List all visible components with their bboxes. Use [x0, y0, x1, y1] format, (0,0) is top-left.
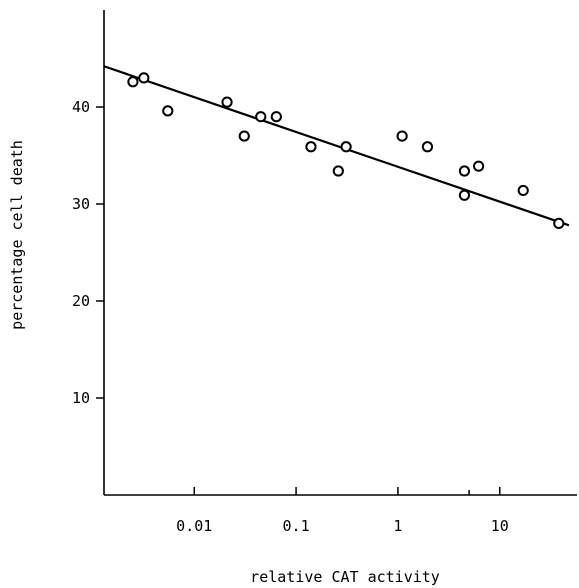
x-tick-label: 0.1: [283, 517, 310, 535]
data-point: [221, 96, 233, 108]
regression-line: [103, 65, 570, 227]
data-point: [340, 141, 352, 153]
data-point: [127, 76, 139, 88]
x-tick-label: 10: [491, 517, 509, 535]
data-point: [473, 160, 485, 172]
data-point: [138, 72, 150, 84]
data-point: [396, 130, 408, 142]
x-axis-label: relative CAT activity: [250, 568, 440, 586]
data-point: [553, 217, 565, 229]
y-tick-label: 30: [72, 195, 90, 213]
data-point: [517, 184, 529, 197]
data-point: [162, 105, 174, 117]
data-points: [127, 72, 565, 229]
axis-ticks: 10 20 30 40 0.01 0.1 1 10: [72, 98, 509, 535]
data-point: [458, 165, 471, 177]
data-point: [255, 111, 267, 123]
x-tick-label: 1: [393, 517, 402, 535]
x-tick-label: 0.01: [176, 517, 212, 535]
y-tick-label: 20: [72, 292, 90, 310]
y-tick-label: 10: [72, 389, 90, 407]
data-point: [238, 130, 250, 142]
y-axis-label: percentage cell death: [8, 140, 26, 330]
data-point: [458, 189, 471, 201]
data-point: [305, 141, 317, 153]
data-point: [421, 141, 434, 153]
data-point: [332, 165, 344, 177]
data-point: [270, 111, 282, 123]
y-tick-label: 40: [72, 98, 90, 116]
